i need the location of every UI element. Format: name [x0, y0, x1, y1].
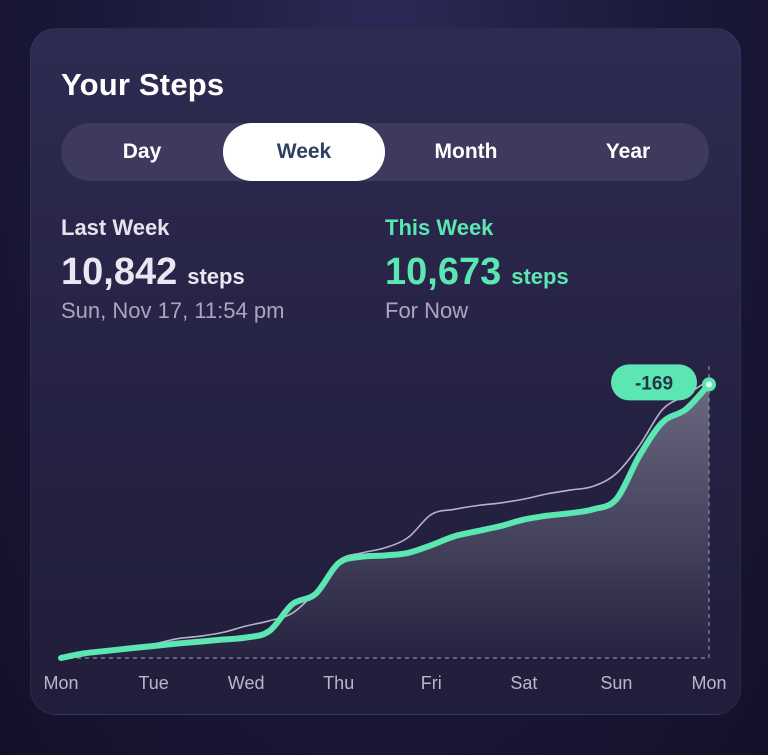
steps-card: Your Steps Day Week Month Year Last Week…	[30, 28, 741, 715]
tab-week[interactable]: Week	[223, 123, 385, 181]
this-week-unit: steps	[511, 264, 569, 289]
x-tick-label: Mon	[43, 673, 78, 693]
steps-chart: -169 Mon Tue Wed Thu Fri Sat Sun Mon	[43, 364, 727, 693]
tab-month[interactable]: Month	[434, 140, 498, 163]
x-tick-label: Sun	[600, 673, 632, 693]
x-tick-label: Thu	[323, 673, 354, 693]
last-week-stat: Last Week 10,842 steps Sun, Nov 17, 11:5…	[61, 215, 284, 324]
this-week-value: 10,673	[385, 251, 502, 293]
x-tick-label: Wed	[228, 673, 265, 693]
x-tick-label: Sat	[510, 673, 537, 693]
current-point-dot-center	[706, 381, 712, 388]
tab-day[interactable]: Day	[122, 140, 162, 163]
card-title: Your Steps	[61, 67, 225, 102]
x-tick-label: Fri	[421, 673, 442, 693]
tab-year[interactable]: Year	[605, 140, 651, 163]
last-week-timestamp: Sun, Nov 17, 11:54 pm	[61, 298, 285, 323]
last-week-line	[60, 379, 710, 659]
last-week-value: 10,842	[61, 251, 178, 293]
last-week-label: Last Week	[61, 215, 170, 240]
difference-badge	[611, 364, 697, 401]
this-week-area	[61, 384, 709, 658]
period-selector: Day Week Month Year	[61, 123, 709, 181]
this-week-label: This Week	[385, 215, 494, 240]
x-tick-label: Tue	[138, 673, 168, 693]
this-week-stat: This Week 10,673 steps For Now	[385, 215, 569, 324]
this-week-line	[58, 381, 712, 661]
x-tick-label: Mon	[691, 673, 726, 693]
this-week-status: For Now	[385, 298, 469, 323]
difference-badge-label: -169	[635, 373, 673, 394]
last-week-unit: steps	[187, 264, 245, 289]
